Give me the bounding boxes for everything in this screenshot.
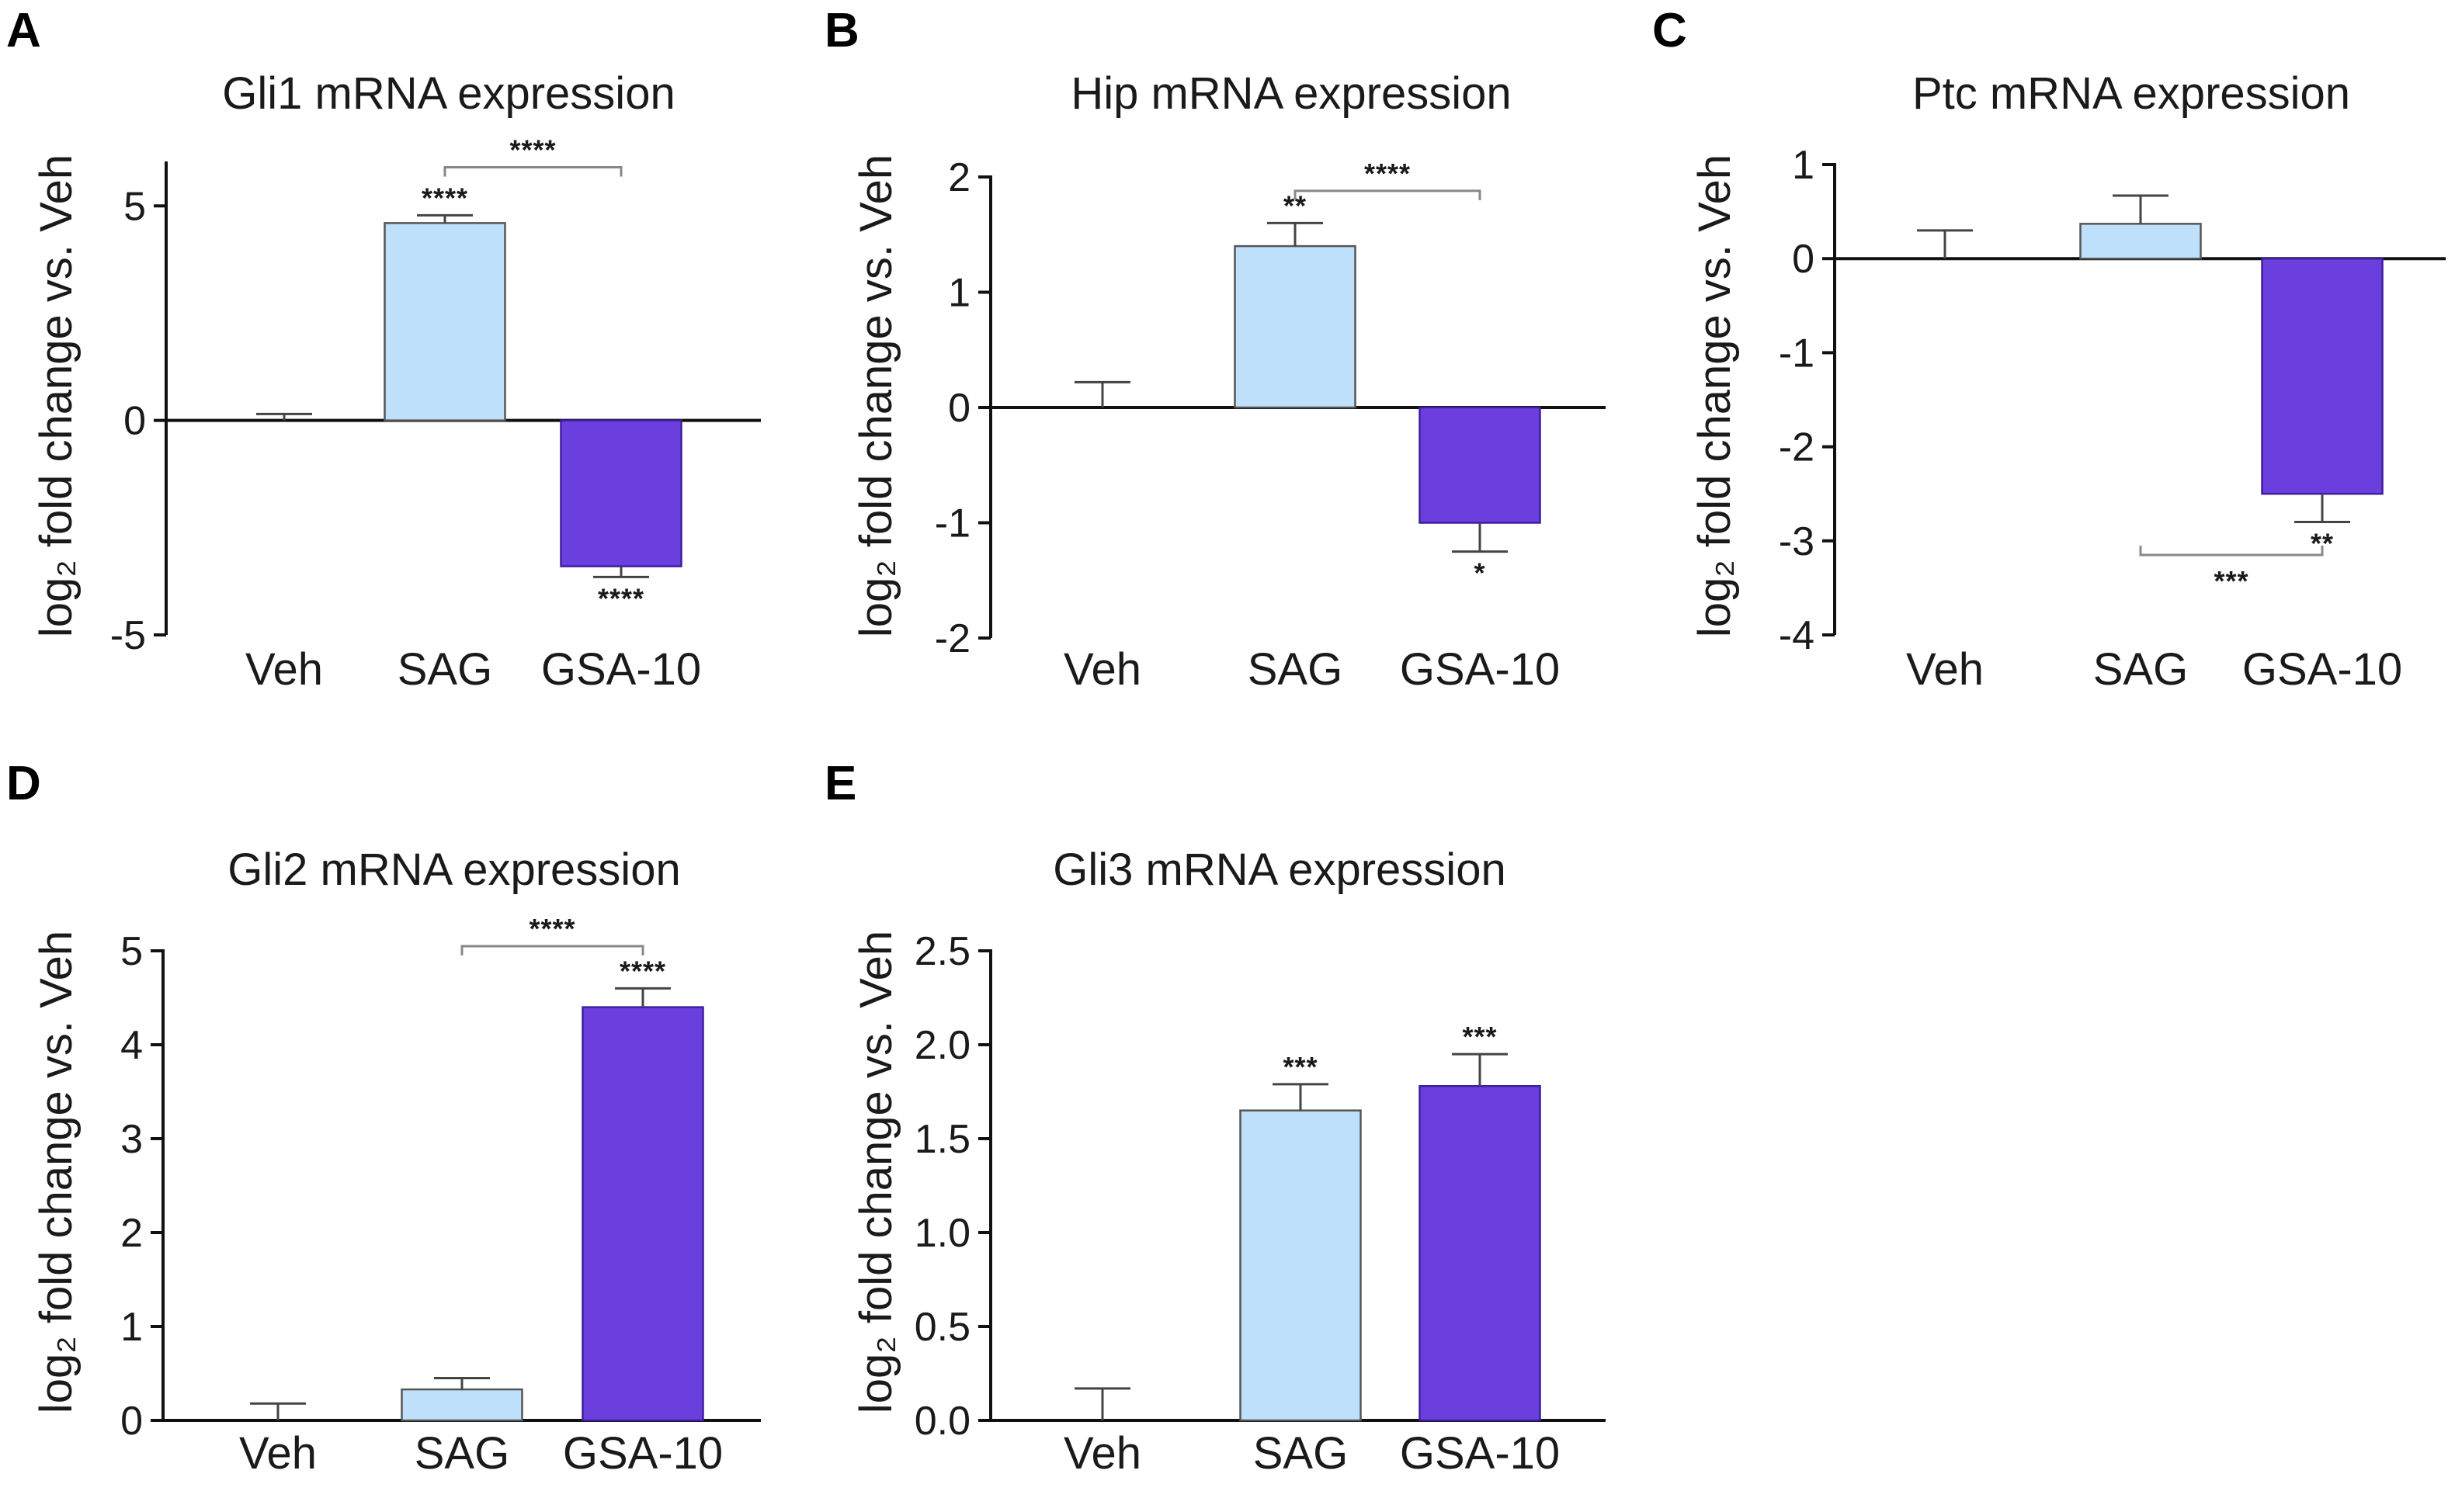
x-tick-label: Veh: [239, 1428, 317, 1479]
bar-gsa-10: [1418, 1084, 1541, 1422]
significance-label: ***: [1283, 1051, 1318, 1083]
panel-c: C Ptc mRNA expression log₂ fold change vs.…: [1652, 4, 2446, 695]
y-tick-label: -2: [1779, 425, 1814, 470]
panel-e: E Gli3 mRNA expression log₂ fold change vs…: [825, 757, 1606, 1479]
y-tick-label: 5: [120, 929, 143, 974]
x-tick-label: SAG: [415, 1428, 510, 1479]
y-tick-label: 2.5: [915, 929, 971, 974]
panel-letter: B: [825, 4, 859, 57]
y-tick-label: 2: [120, 1211, 143, 1256]
y-tick-label: -4: [1779, 613, 1814, 658]
x-tick-label: Veh: [1064, 1428, 1141, 1479]
y-tick-label: 1.0: [915, 1211, 971, 1256]
y-axis-label: log₂ fold change vs. Veh: [31, 154, 82, 637]
x-tick-label: Veh: [1906, 644, 1984, 695]
x-tick-label: SAG: [1248, 644, 1343, 695]
panel-d: D Gli2 mRNA expression log₂ fold change vs…: [6, 757, 761, 1479]
x-tick-label: Veh: [1064, 644, 1141, 695]
y-axis-label: log₂ fold change vs. Veh: [31, 931, 82, 1413]
y-tick-label: 1: [1792, 143, 1814, 188]
chart-title: Gli3 mRNA expression: [1053, 844, 1505, 895]
y-tick-label: 0: [120, 1399, 143, 1444]
significance-label: *: [1474, 557, 1485, 589]
bar-gsa-10: [1418, 406, 1541, 524]
panel-letter: A: [6, 4, 41, 57]
bar-gsa-10: [560, 419, 682, 567]
significance-label: ****: [422, 182, 468, 213]
y-tick-label: 1: [948, 271, 971, 316]
panel-a: A Gli1 mRNA expression log₂ fold change vs…: [6, 4, 761, 695]
y-axis-label: log₂ fold change vs. Veh: [851, 154, 901, 637]
y-axis-label: log₂ fold change vs. Veh: [851, 931, 901, 1413]
x-tick-label: GSA-10: [1400, 1428, 1560, 1479]
chart-title: Gli1 mRNA expression: [222, 68, 675, 119]
x-tick-label: GSA-10: [2242, 644, 2402, 695]
x-tick-label: GSA-10: [541, 644, 701, 695]
bar-sag: [1234, 244, 1356, 409]
y-tick-label: 0.0: [915, 1399, 971, 1444]
y-tick-label: 0.5: [915, 1305, 971, 1350]
x-tick-label: SAG: [1253, 1428, 1349, 1479]
significance-bracket: [1293, 189, 1481, 200]
y-axis-label: log₂ fold change vs. Veh: [1689, 154, 1740, 637]
x-tick-label: SAG: [2093, 644, 2189, 695]
bracket-label: ****: [529, 913, 575, 945]
bar-gsa-10: [2261, 257, 2384, 495]
x-tick-label: GSA-10: [563, 1428, 723, 1479]
significance-label: ***: [1462, 1021, 1497, 1053]
bracket-label: ****: [509, 134, 556, 166]
y-tick-label: -2: [935, 616, 971, 661]
panel-b: B Hip mRNA expression log₂ fold change vs.…: [825, 4, 1606, 695]
chart-title: Gli2 mRNA expression: [227, 844, 680, 895]
bar-sag: [2079, 223, 2202, 260]
x-tick-label: SAG: [398, 644, 493, 695]
y-tick-label: 2.0: [915, 1023, 971, 1068]
bar-sag: [401, 1388, 523, 1422]
y-tick-label: -3: [1779, 519, 1814, 564]
y-tick-label: 2: [948, 155, 971, 200]
bar-gsa-10: [582, 1006, 704, 1422]
bar-sag: [384, 222, 506, 421]
y-tick-label: 5: [123, 184, 146, 229]
chart-title: Ptc mRNA expression: [1912, 68, 2350, 119]
y-tick-label: 3: [120, 1117, 143, 1162]
x-tick-label: GSA-10: [1400, 644, 1560, 695]
y-tick-label: 1: [120, 1305, 143, 1350]
y-tick-label: 0: [123, 399, 146, 444]
bracket-label: ***: [2214, 565, 2248, 597]
y-tick-label: 0: [1792, 237, 1814, 282]
y-tick-label: 4: [120, 1023, 143, 1068]
x-tick-label: Veh: [245, 644, 323, 695]
significance-bracket: [460, 945, 644, 955]
significance-bracket: [443, 166, 623, 177]
panel-letter: E: [825, 757, 856, 810]
bracket-label: ****: [1364, 158, 1411, 189]
panel-letter: D: [6, 757, 41, 810]
y-tick-label: 0: [948, 386, 971, 431]
significance-label: ****: [620, 955, 666, 987]
y-tick-label: -1: [935, 501, 971, 546]
y-tick-label: -5: [110, 613, 146, 658]
y-tick-label: 1.5: [915, 1117, 971, 1162]
significance-label: ****: [598, 582, 644, 614]
bar-sag: [1239, 1109, 1362, 1422]
chart-title: Hip mRNA expression: [1071, 68, 1511, 119]
significance-bracket: [2139, 545, 2324, 557]
panel-letter: C: [1652, 4, 1687, 57]
y-tick-label: -1: [1779, 331, 1814, 376]
